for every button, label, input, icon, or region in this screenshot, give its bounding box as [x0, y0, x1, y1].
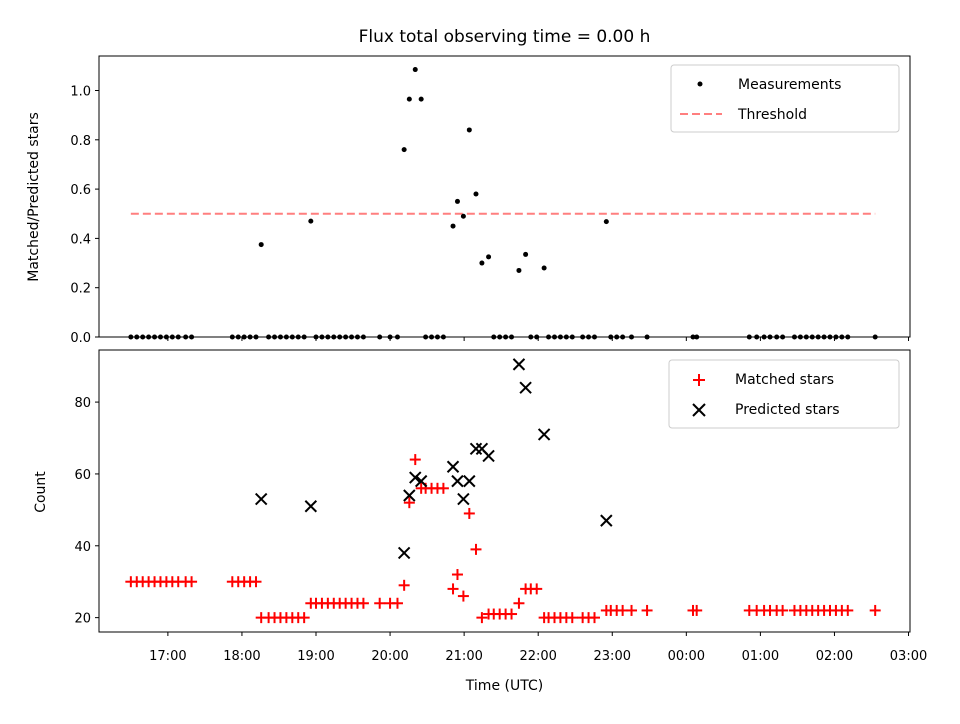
matched-star-point — [298, 612, 310, 624]
matched-star-point — [447, 583, 459, 595]
measurement-point — [406, 96, 412, 102]
x-tick-label: 02:00 — [816, 649, 853, 664]
matched-star-point — [250, 576, 262, 588]
predicted-star-point — [600, 514, 613, 527]
predicted-star-point — [397, 546, 411, 560]
predicted-star-point — [512, 358, 526, 371]
predicted-star-point — [457, 492, 470, 506]
bottom-y-tick-label: 20 — [74, 612, 91, 627]
matched-star-point — [506, 608, 518, 620]
legend-matched-label: Matched stars — [735, 372, 834, 388]
bottom-legend-box — [668, 359, 900, 429]
predicted-star-point — [304, 500, 318, 513]
measurement-point — [418, 96, 424, 102]
top-y-tick-label: 0.6 — [70, 183, 91, 198]
x-tick-label: 23:00 — [594, 649, 631, 664]
x-tick-label: 19:00 — [297, 649, 334, 664]
predicted-star-point — [463, 474, 476, 488]
legend-matched-marker — [693, 374, 705, 386]
predicted-star-point — [537, 428, 551, 441]
top-y-tick-label: 1.0 — [70, 85, 91, 100]
top-plot-frame — [98, 55, 911, 338]
x-tick-label: 00:00 — [668, 649, 705, 664]
measurement-point — [486, 254, 492, 260]
measurement-point — [460, 213, 466, 219]
measurement-point — [603, 219, 609, 225]
top-y-axis-label: Matched/Predicted stars — [26, 112, 42, 282]
bottom-y-tick-label: 40 — [74, 540, 91, 555]
bottom-plot-frame — [98, 349, 911, 633]
top-legend: Measurements Threshold — [670, 64, 900, 133]
measurement-point — [412, 67, 418, 73]
matched-star-point — [451, 569, 463, 581]
measurement-point — [401, 147, 407, 153]
measurement-point — [523, 251, 529, 257]
top-y-tick-label: 0.2 — [70, 282, 91, 297]
matched-star-point — [566, 612, 578, 624]
predicted-star-point — [446, 460, 460, 473]
x-tick-label: 03:00 — [890, 649, 927, 664]
legend-measurements-marker — [697, 81, 703, 87]
measurement-point — [258, 242, 264, 248]
predicted-star-point — [451, 474, 464, 488]
legend-predicted-marker — [692, 403, 706, 417]
predicted-star-point — [409, 471, 422, 484]
legend-threshold-label: Threshold — [737, 107, 807, 123]
matched-star-point — [842, 604, 854, 616]
matched-star-point — [463, 507, 475, 519]
measurement-point — [308, 218, 314, 224]
matched-star-point — [457, 590, 469, 602]
matched-star-point — [470, 543, 482, 555]
matched-star-point — [691, 604, 703, 616]
legend-predicted-label: Predicted stars — [735, 402, 840, 418]
measurement-point — [466, 127, 472, 133]
top-y-tick-label: 0.0 — [70, 331, 91, 346]
legend-measurements-label: Measurements — [738, 77, 841, 93]
matched-star-point — [409, 454, 421, 466]
bottom-y-tick-label: 80 — [74, 396, 91, 411]
matched-star-point — [391, 597, 403, 609]
matched-star-point — [777, 604, 789, 616]
bottom-legend: Matched stars Predicted stars — [668, 359, 900, 429]
chart-title: Flux total observing time = 0.00 h — [359, 27, 651, 47]
measurement-point — [473, 191, 479, 197]
matched-star-point — [403, 497, 415, 509]
x-tick-label: 21:00 — [445, 649, 482, 664]
measurement-point — [479, 260, 485, 266]
x-tick-label: 01:00 — [742, 649, 779, 664]
matched-star-point — [641, 604, 653, 616]
predicted-star-point — [519, 381, 532, 394]
matched-star-point — [398, 579, 410, 591]
matched-star-point — [531, 583, 543, 595]
x-tick-label: 17:00 — [149, 649, 186, 664]
top-y-tick-label: 0.4 — [70, 232, 91, 247]
bottom-y-tick-label: 60 — [74, 468, 91, 483]
measurement-point — [454, 198, 460, 204]
matched-star-point — [186, 576, 198, 588]
predicted-star-point — [482, 449, 495, 463]
bottom-y-axis-label: Count — [33, 471, 49, 513]
matched-star-point — [513, 597, 525, 609]
predicted-star-point — [414, 474, 428, 488]
matched-star-point — [357, 597, 369, 609]
x-tick-label: 20:00 — [371, 649, 408, 664]
x-tick-label: 22:00 — [519, 649, 556, 664]
top-y-tick-label: 0.8 — [70, 134, 91, 149]
x-axis-label: Time (UTC) — [465, 678, 543, 694]
measurement-point — [450, 223, 456, 229]
matched-star-point — [626, 604, 638, 616]
matched-star-point — [437, 482, 449, 494]
matched-star-point — [374, 597, 386, 609]
predicted-star-point — [403, 489, 416, 502]
x-tick-label: 18:00 — [223, 649, 260, 664]
matched-star-point — [869, 604, 881, 616]
top-legend-box — [670, 64, 900, 133]
measurement-point — [541, 265, 547, 271]
bottom-plot-area: 17:00 18:00 19:00 20:00 21:00 22:00 23:00 00:00… — [74, 358, 927, 664]
measurement-point — [516, 267, 522, 273]
predicted-star-point — [254, 492, 268, 506]
matched-star-point — [476, 612, 488, 624]
matched-star-point — [588, 612, 600, 624]
